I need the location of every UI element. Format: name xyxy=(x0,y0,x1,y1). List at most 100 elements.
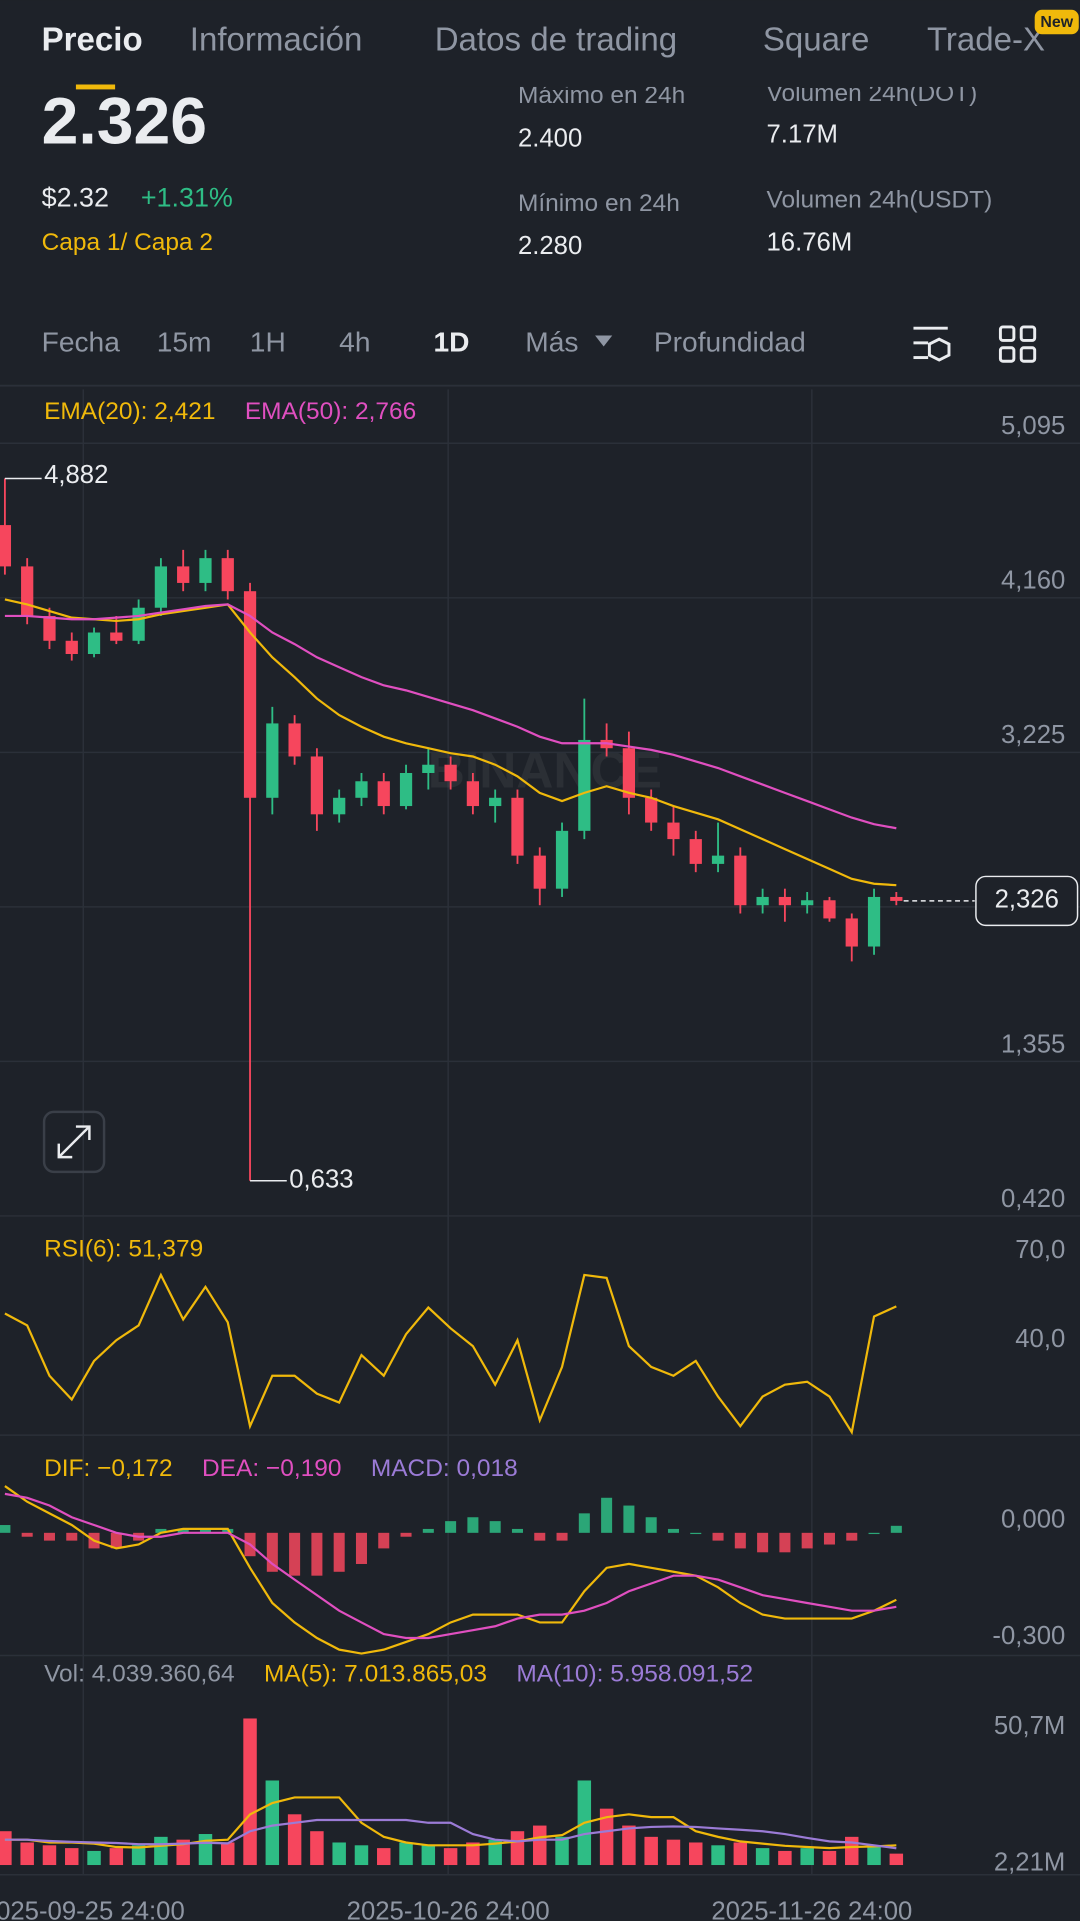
macd-bar xyxy=(66,1532,78,1541)
volume-bar xyxy=(466,1842,480,1866)
volume-bar xyxy=(65,1848,79,1866)
macd-bar xyxy=(868,1532,880,1535)
candle-body xyxy=(43,615,56,641)
layout-icon[interactable] xyxy=(998,325,1037,363)
interval[interactable]: 1H xyxy=(250,327,286,358)
volume-bar xyxy=(265,1780,280,1866)
candle-body xyxy=(199,558,212,583)
indicator-line xyxy=(4,1492,897,1640)
toolbar: Fecha 15m 1H 4h 1D Más Profundidad xyxy=(42,327,806,358)
change: +1.31% xyxy=(141,183,233,213)
tab[interactable]: Información xyxy=(190,21,363,58)
candle-body xyxy=(711,855,725,864)
macd-bar xyxy=(289,1532,301,1576)
candle-body xyxy=(867,896,881,947)
macd-bar xyxy=(601,1497,613,1533)
candle-body xyxy=(578,739,591,831)
indicator-line xyxy=(4,603,897,830)
tab[interactable]: Trade-X xyxy=(927,21,1045,58)
stat-label: Volumen 24h(USDT) xyxy=(767,186,993,213)
tab[interactable]: Precio xyxy=(42,21,143,58)
volume-bar xyxy=(488,1839,502,1866)
x-tick-label: 2025-10-26 24:00 xyxy=(347,1897,550,1921)
macd-bar xyxy=(645,1517,657,1533)
usd-price: $2.32 xyxy=(42,183,109,213)
macd-bar xyxy=(400,1532,412,1537)
indicator-line xyxy=(4,1796,897,1850)
legend: DIF: −0,172 xyxy=(44,1455,173,1482)
candle-body xyxy=(890,896,903,901)
candle-body xyxy=(689,839,702,864)
interval[interactable]: 4h xyxy=(339,327,370,358)
volume-bar xyxy=(689,1842,703,1866)
volume-bar xyxy=(778,1850,792,1866)
volume-bar xyxy=(599,1808,614,1866)
stat-value: 2.400 xyxy=(518,124,582,152)
tabs: Precio Información Datos de trading Square T… xyxy=(42,21,1045,90)
macd-bar xyxy=(445,1521,457,1533)
macd-bar xyxy=(378,1532,390,1549)
candle-body xyxy=(65,640,78,654)
macd-bar xyxy=(333,1532,345,1572)
interval[interactable]: Más xyxy=(525,327,578,358)
volume-bar xyxy=(87,1850,101,1866)
macd-bar xyxy=(110,1532,122,1549)
candle-body xyxy=(734,855,747,906)
candle-body xyxy=(21,566,34,616)
layer-tag[interactable]: Capa 1/ Capa 2 xyxy=(42,229,213,256)
last-price-box xyxy=(975,875,1079,927)
macd-bar xyxy=(311,1532,323,1576)
volume-bar xyxy=(399,1842,413,1866)
last-price: 2.326 xyxy=(42,85,207,159)
candle-body xyxy=(466,781,480,807)
volume-bar xyxy=(889,1853,904,1866)
macd-bar xyxy=(556,1532,568,1541)
y-tick-label: 4,160 xyxy=(1001,567,1065,595)
badge xyxy=(1034,9,1079,35)
volume-bar xyxy=(377,1848,391,1866)
candle-body xyxy=(243,591,257,798)
legend: EMA(20): 2,421 xyxy=(44,398,215,425)
volume-bar xyxy=(0,1831,12,1866)
interval[interactable]: Fecha xyxy=(42,327,121,358)
volume-bar xyxy=(310,1831,324,1866)
candle-body xyxy=(266,723,279,798)
macd-bar xyxy=(43,1532,55,1541)
volume-bar xyxy=(845,1836,859,1866)
macd-bar xyxy=(712,1532,724,1541)
macd-bar xyxy=(846,1532,858,1541)
dropdown-arrow[interactable] xyxy=(595,335,613,347)
macd-bar xyxy=(690,1532,702,1535)
macd-bar xyxy=(467,1517,479,1533)
legend: EMA(50): 2,766 xyxy=(245,398,416,425)
x-tick-label: 2025-09-25 24:00 xyxy=(0,1897,185,1921)
candle-body xyxy=(444,764,457,782)
candle-body xyxy=(489,797,502,807)
macd-bar xyxy=(422,1528,434,1533)
candle-body xyxy=(667,822,680,840)
y-tick-label: 0,000 xyxy=(1001,1505,1065,1533)
tab[interactable]: Datos de trading xyxy=(435,21,677,58)
tab[interactable]: Square xyxy=(763,21,870,58)
y-tick-label: 50,7M xyxy=(994,1712,1065,1740)
volume-bar xyxy=(510,1831,525,1866)
interval[interactable]: 15m xyxy=(157,327,212,358)
interval[interactable]: Profundidad xyxy=(654,327,806,358)
tab-bar xyxy=(0,0,1080,87)
legend: MA(10): 5.958.091,52 xyxy=(516,1661,753,1688)
indicator-icon[interactable] xyxy=(913,326,951,362)
expand-button[interactable] xyxy=(42,1110,106,1174)
macd-bar xyxy=(155,1528,167,1533)
interval[interactable]: 1D xyxy=(433,327,469,358)
macd-bar xyxy=(21,1532,33,1537)
candle-body xyxy=(756,896,769,906)
candle-body xyxy=(132,607,145,641)
macd-bar xyxy=(623,1505,635,1533)
candle-body xyxy=(801,900,814,906)
macd-bar xyxy=(578,1513,590,1533)
candle-body xyxy=(555,830,569,889)
indicator-line xyxy=(4,1272,897,1436)
stat-label: Mínimo en 24h xyxy=(518,190,680,217)
